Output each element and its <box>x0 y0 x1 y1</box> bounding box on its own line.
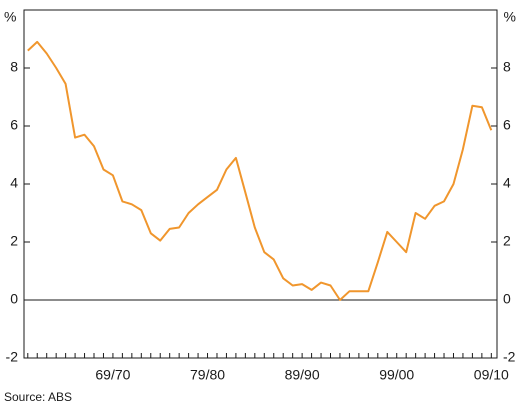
y2-tick-label: -2 <box>503 349 516 365</box>
series-line <box>27 40 493 301</box>
source: Source: ABS <box>4 390 72 404</box>
y2-tick-label: 4 <box>503 175 511 191</box>
y-tick-label: 0 <box>10 291 18 307</box>
y2-tick-label: 6 <box>503 117 511 133</box>
x-tick-label: 89/90 <box>285 367 320 383</box>
x-tick-label: 99/00 <box>379 367 414 383</box>
y-tick-label: 4 <box>10 175 18 191</box>
plot-frame <box>23 9 498 359</box>
x-tick-label: 79/80 <box>190 367 225 383</box>
y-tick-label: 6 <box>10 117 18 133</box>
y2-tick-label: 8 <box>503 59 511 75</box>
y-tick-label: 2 <box>10 233 18 249</box>
x-tick-label: 09/10 <box>474 367 509 383</box>
x-tick-label: 69/70 <box>95 367 130 383</box>
y2-tick-label: 0 <box>503 291 511 307</box>
y2-tick-label: 2 <box>503 233 511 249</box>
y-tick-label: -2 <box>6 349 19 365</box>
y2-unit: % <box>504 9 516 25</box>
y-unit: % <box>4 9 16 25</box>
y-tick-label: 8 <box>10 59 18 75</box>
